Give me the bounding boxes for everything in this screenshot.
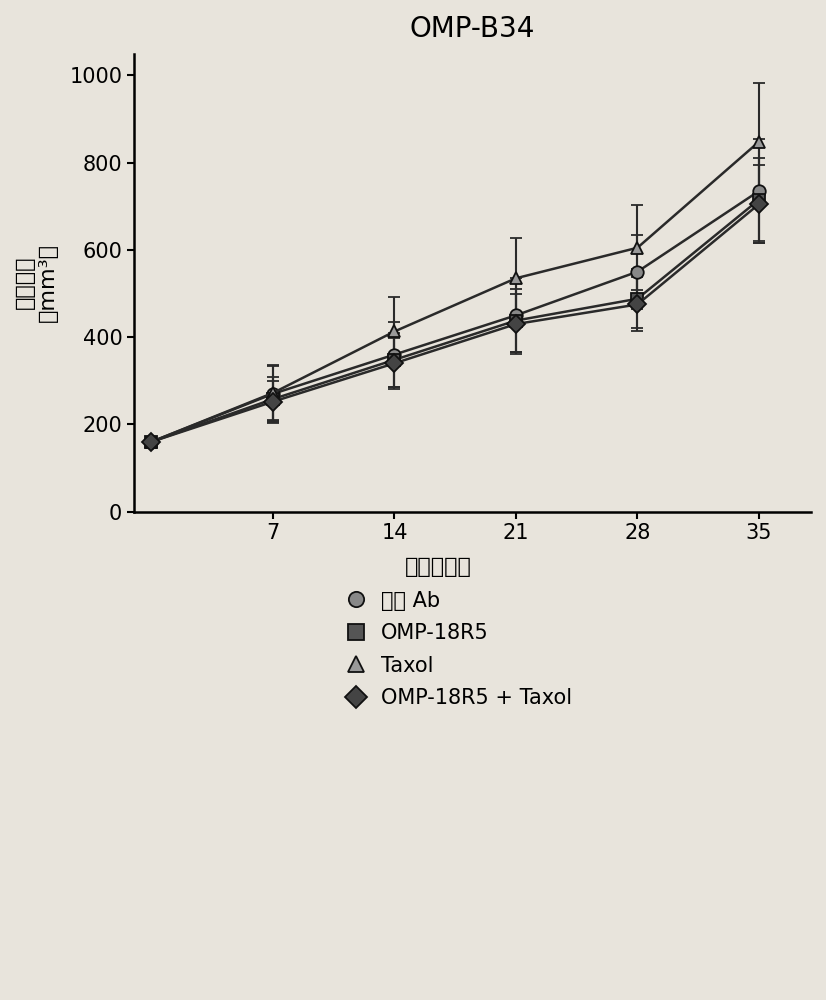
Text: 治疗后天数: 治疗后天数 [405,557,472,577]
Legend: 对照 Ab, OMP-18R5, Taxol, OMP-18R5 + Taxol: 对照 Ab, OMP-18R5, Taxol, OMP-18R5 + Taxol [348,591,572,708]
Y-axis label: 肿瘤体积
（mm³）: 肿瘤体积 （mm³） [15,243,58,322]
Title: OMP-B34: OMP-B34 [410,15,535,43]
